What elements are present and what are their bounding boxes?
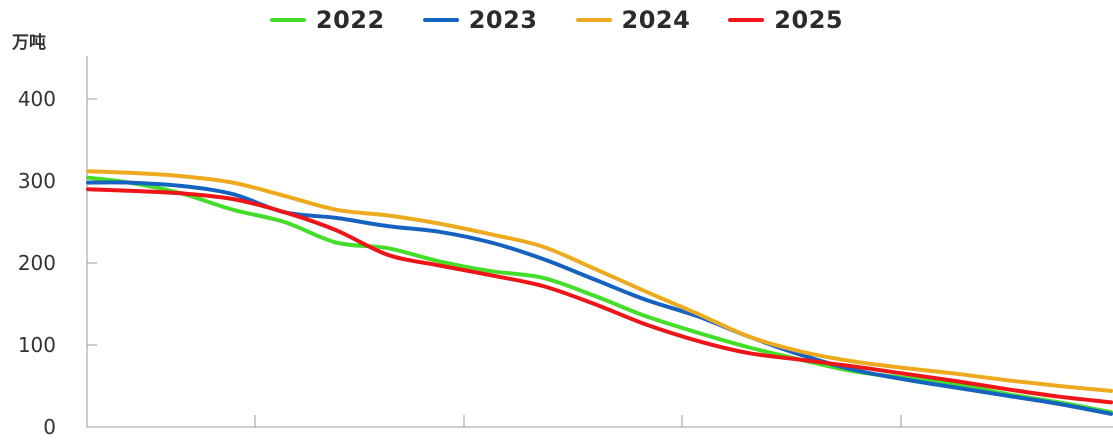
y-tick-label: 100	[18, 333, 56, 357]
series-line-2023	[86, 180, 1113, 416]
legend-item-2025[interactable]: 2025	[728, 6, 843, 34]
legend-label: 2024	[621, 6, 691, 34]
legend: 2022 2023 2024 2025	[0, 6, 1113, 34]
series-line-2022	[86, 175, 1113, 415]
y-tick-label: 0	[43, 415, 56, 439]
y-axis-ticks: 0 100 200 300 400	[18, 87, 97, 439]
legend-label: 2023	[468, 6, 538, 34]
series-line-2025	[86, 187, 1113, 405]
legend-item-2023[interactable]: 2023	[422, 6, 538, 34]
legend-swatch	[269, 18, 306, 22]
legend-item-2022[interactable]: 2022	[269, 6, 385, 34]
legend-label: 2022	[315, 6, 385, 34]
y-tick-label: 300	[18, 169, 56, 193]
legend-label: 2025	[774, 6, 844, 34]
series-lines	[86, 169, 1113, 416]
y-tick-label: 400	[18, 87, 56, 111]
y-tick-label: 200	[18, 251, 56, 275]
legend-item-2024[interactable]: 2024	[575, 6, 691, 34]
y-axis-unit: 万吨	[12, 33, 46, 53]
legend-swatch	[728, 18, 765, 22]
legend-swatch	[575, 18, 612, 22]
axes	[86, 56, 1113, 428]
legend-swatch	[422, 18, 459, 22]
series-line-2024	[86, 169, 1113, 393]
